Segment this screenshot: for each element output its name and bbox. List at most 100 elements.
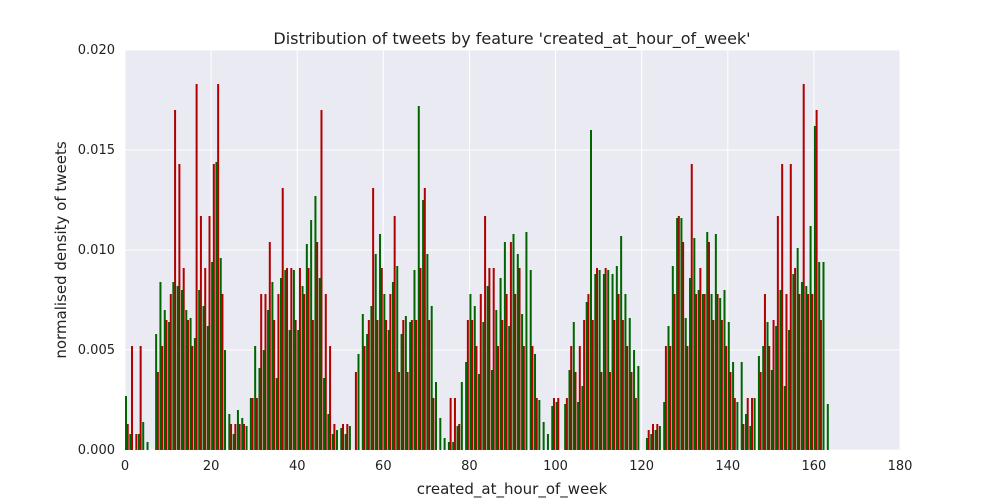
bar-series-2 [499, 278, 502, 450]
x-axis-label: created_at_hour_of_week [417, 480, 608, 499]
bar-series-1 [234, 424, 237, 450]
bar-series-2 [456, 426, 459, 450]
bar-series-2 [198, 290, 201, 450]
bar-series-1 [768, 346, 771, 450]
bar-series-2 [327, 414, 330, 450]
bar-series-1 [277, 294, 280, 450]
bar-series-1 [165, 320, 168, 450]
bar-series-2 [620, 236, 623, 450]
bar-series-2 [555, 402, 558, 450]
bar-series-2 [224, 350, 227, 450]
bar-series-1 [169, 294, 172, 450]
bar-series-1 [402, 320, 405, 450]
bar-series-2 [159, 282, 162, 450]
bar-series-2 [168, 322, 171, 450]
bar-series-2 [284, 270, 287, 450]
bar-series-1 [587, 294, 590, 450]
bar-series-1 [729, 372, 732, 450]
bar-series-2 [435, 382, 437, 450]
bar-series-1 [363, 346, 366, 450]
bar-series-2 [465, 362, 468, 450]
bar-series-1 [720, 320, 723, 450]
bar-series-1 [621, 320, 624, 450]
bar-series-1 [260, 294, 263, 450]
bar-series-1 [376, 320, 379, 450]
bar-series-1 [242, 424, 245, 450]
bar-series-1 [385, 320, 388, 450]
bar-series-2 [818, 262, 821, 450]
bar-series-1 [522, 346, 525, 450]
bar-series-1 [415, 320, 418, 450]
bar-series-2 [775, 326, 778, 450]
bar-series-1 [397, 372, 400, 450]
bar-series-2 [822, 262, 825, 450]
bar-series-1 [802, 84, 805, 450]
bar-series-1 [785, 294, 788, 450]
bar-series-1 [428, 320, 431, 450]
bar-series-1 [393, 216, 396, 450]
bar-series-2 [374, 254, 377, 450]
bar-series-1 [677, 216, 680, 450]
bar-series-1 [557, 398, 560, 450]
x-tick-label: 100 [543, 459, 568, 474]
bar-series-1 [221, 294, 224, 450]
bar-series-2 [633, 350, 636, 450]
bar-series-1 [187, 320, 189, 450]
bar-series-2 [396, 266, 399, 450]
bar-series-2 [598, 270, 601, 450]
bar-series-1 [682, 242, 685, 450]
bar-series-1 [182, 268, 185, 450]
bar-series-2 [757, 356, 760, 450]
bar-series-2 [624, 294, 627, 450]
bar-series-1 [131, 346, 134, 450]
bar-series-2 [142, 422, 145, 450]
chart-title: Distribution of tweets by feature 'creat… [273, 29, 750, 49]
bar-series-1 [552, 398, 555, 450]
bar-series-1 [432, 398, 435, 450]
bar-series-1 [191, 346, 194, 450]
bar-series-2 [422, 200, 425, 450]
bar-series-2 [689, 278, 692, 450]
bar-series-2 [482, 322, 485, 450]
bar-series-1 [509, 242, 512, 450]
bar-series-2 [607, 270, 610, 450]
bar-series-2 [762, 346, 765, 450]
bar-series-2 [551, 406, 554, 450]
bar-series-1 [286, 268, 289, 450]
bar-series-2 [366, 334, 369, 450]
bar-series-2 [546, 434, 549, 450]
bar-series-2 [796, 248, 799, 450]
bar-series-1 [475, 346, 478, 450]
bar-series-2 [211, 262, 214, 450]
bar-series-2 [383, 294, 386, 450]
bar-series-2 [185, 310, 188, 450]
bar-series-1 [807, 294, 809, 450]
bar-series-2 [258, 368, 261, 450]
bar-series-1 [656, 424, 659, 450]
bar-series-2 [538, 400, 541, 450]
bar-series-2 [413, 270, 416, 450]
bar-series-2 [301, 286, 304, 450]
bar-series-1 [776, 216, 779, 450]
bar-series-1 [479, 294, 482, 450]
bar-series-1 [492, 268, 495, 450]
bar-series-2 [521, 314, 524, 450]
bar-series-2 [611, 274, 614, 450]
bar-series-1 [126, 424, 129, 450]
bar-series-1 [686, 346, 689, 450]
bar-series-1 [707, 242, 710, 450]
bar-series-1 [789, 164, 792, 450]
bar-series-2 [805, 286, 808, 450]
y-axis-label: normalised density of tweets [52, 141, 70, 359]
bar-series-2 [430, 306, 433, 450]
bar-series-2 [732, 362, 735, 450]
bar-series-2 [215, 162, 218, 450]
bar-series-2 [577, 402, 580, 450]
bar-series-2 [267, 310, 270, 450]
bar-series-2 [628, 318, 631, 450]
bar-series-2 [249, 398, 252, 450]
bar-series-2 [297, 330, 300, 450]
bar-series-2 [788, 330, 791, 450]
x-tick-label: 160 [801, 459, 826, 474]
